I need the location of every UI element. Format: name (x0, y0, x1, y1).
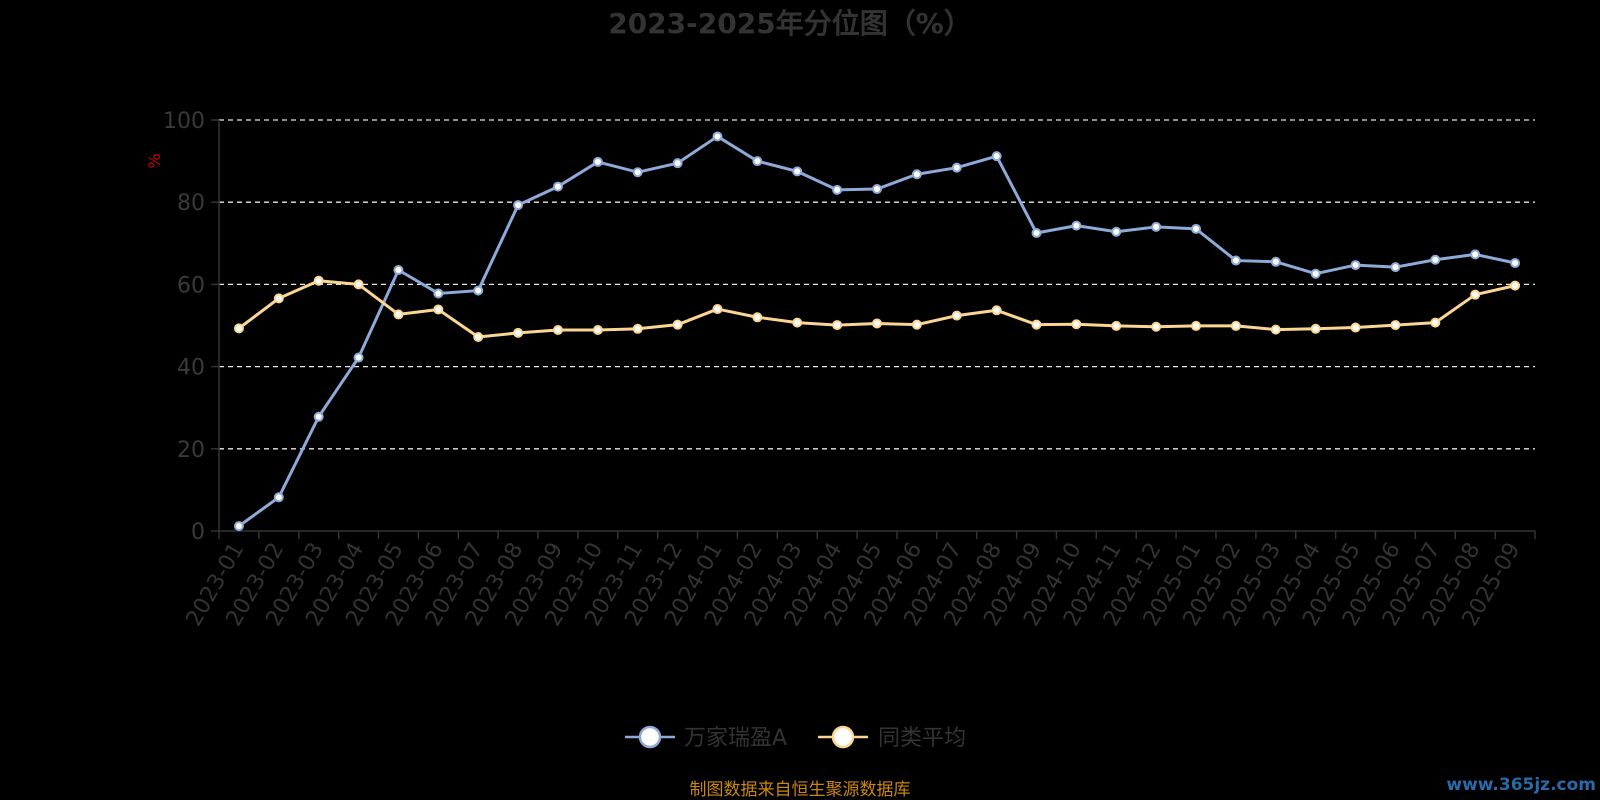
data-point[interactable] (1031, 228, 1042, 239)
data-point[interactable] (1310, 323, 1321, 334)
data-point[interactable] (1111, 226, 1122, 237)
data-point[interactable] (592, 156, 603, 167)
legend[interactable]: 万家瑞盈A 同类平均 (625, 725, 966, 751)
data-point[interactable] (433, 304, 444, 315)
data-point[interactable] (911, 169, 922, 180)
y-tick-label: 100 (163, 109, 205, 134)
data-point[interactable] (951, 162, 962, 173)
data-point[interactable] (353, 352, 364, 363)
data-point[interactable] (1031, 319, 1042, 330)
data-point[interactable] (592, 325, 603, 336)
legend-item-average[interactable]: 同类平均 (818, 725, 966, 751)
y-tick-label: 60 (177, 273, 205, 298)
data-point[interactable] (792, 317, 803, 328)
data-point[interactable] (313, 275, 324, 286)
data-point[interactable] (1071, 319, 1082, 330)
data-point[interactable] (672, 319, 683, 330)
data-point[interactable] (473, 332, 484, 343)
data-point[interactable] (552, 181, 563, 192)
data-point[interactable] (712, 131, 723, 142)
data-point[interactable] (273, 293, 284, 304)
y-axis-ticks: 0 20 40 60 80 100 (163, 109, 219, 545)
data-point[interactable] (991, 305, 1002, 316)
x-axis-ticks: 2023-012023-022023-032023-042023-052023-… (182, 531, 1536, 631)
data-point[interactable] (1230, 320, 1241, 331)
data-point[interactable] (752, 312, 763, 323)
series-lines (233, 131, 1521, 532)
data-point[interactable] (1270, 324, 1281, 335)
data-point[interactable] (1230, 255, 1241, 266)
data-point[interactable] (1270, 256, 1281, 267)
data-point[interactable] (1390, 320, 1401, 331)
legend-label-average: 同类平均 (878, 726, 966, 751)
series-1 (233, 275, 1521, 343)
data-point[interactable] (872, 318, 882, 329)
data-point[interactable] (832, 184, 843, 195)
data-point[interactable] (1510, 258, 1521, 269)
data-point[interactable] (1310, 268, 1321, 279)
data-point[interactable] (1151, 321, 1162, 332)
series-0 (233, 131, 1521, 532)
y-tick-label: 40 (177, 356, 205, 381)
data-point[interactable] (951, 310, 962, 321)
data-point[interactable] (233, 323, 244, 334)
data-point[interactable] (1470, 289, 1481, 300)
data-source-note: 制图数据来自恒生聚源数据库 (690, 780, 911, 800)
data-point[interactable] (393, 309, 404, 320)
data-point[interactable] (632, 323, 643, 334)
data-point[interactable] (1111, 320, 1122, 331)
data-point[interactable] (872, 184, 882, 195)
data-point[interactable] (1151, 221, 1162, 232)
legend-label-fund: 万家瑞盈A (684, 726, 787, 751)
data-point[interactable] (1071, 220, 1082, 231)
y-tick-label: 80 (177, 191, 205, 216)
data-point[interactable] (1191, 223, 1202, 234)
data-point[interactable] (1510, 280, 1521, 291)
data-point[interactable] (233, 521, 244, 532)
data-point[interactable] (473, 285, 484, 296)
y-tick-label: 20 (177, 438, 205, 463)
data-point[interactable] (792, 166, 803, 177)
chart-title: 2023-2025年分位图（%） (608, 7, 972, 40)
grid-lines (219, 119, 1535, 450)
data-point[interactable] (273, 492, 284, 503)
data-point[interactable] (433, 288, 444, 299)
data-point[interactable] (1191, 320, 1202, 331)
legend-swatch-marker (831, 725, 855, 749)
data-point[interactable] (1350, 260, 1361, 271)
data-point[interactable] (513, 200, 524, 211)
data-point[interactable] (832, 320, 843, 331)
data-point[interactable] (1470, 249, 1481, 260)
y-tick-label: 0 (191, 520, 205, 545)
y-axis-label: % (145, 153, 164, 168)
data-point[interactable] (393, 265, 404, 276)
data-point[interactable] (672, 158, 683, 169)
data-point[interactable] (1430, 317, 1441, 328)
legend-item-fund[interactable]: 万家瑞盈A (625, 725, 787, 751)
data-point[interactable] (991, 151, 1002, 162)
data-point[interactable] (752, 156, 763, 167)
data-point[interactable] (1390, 262, 1401, 273)
data-point[interactable] (911, 319, 922, 330)
data-point[interactable] (513, 327, 524, 338)
data-point[interactable] (313, 411, 324, 422)
legend-swatch-marker (638, 725, 662, 749)
data-point[interactable] (353, 279, 364, 290)
data-point[interactable] (632, 167, 643, 178)
data-point[interactable] (1350, 322, 1361, 333)
data-point[interactable] (552, 325, 563, 336)
data-point[interactable] (712, 304, 723, 315)
series-line (238, 134, 1516, 528)
data-point[interactable] (1430, 254, 1441, 265)
watermark: www.365jz.com (1446, 775, 1596, 795)
